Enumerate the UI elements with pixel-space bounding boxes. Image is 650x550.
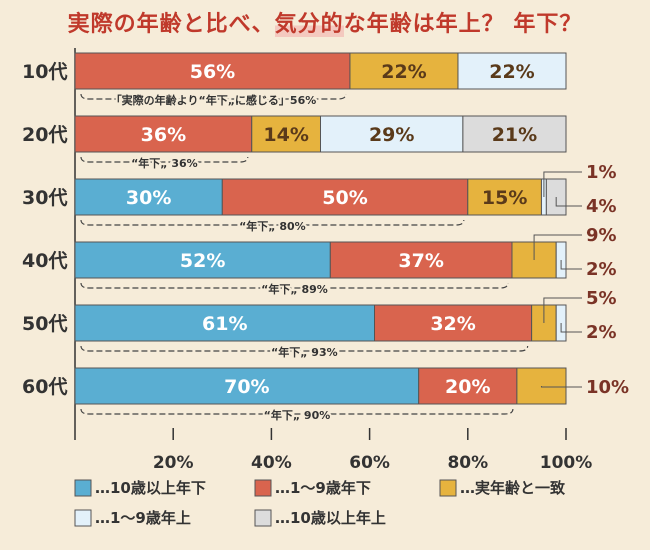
x-tick-label: 80% <box>447 453 488 473</box>
annotation-bracket <box>80 93 347 100</box>
annotation-bracket <box>80 156 249 163</box>
bar-segment <box>329 241 513 279</box>
data-label: 2% <box>586 259 617 280</box>
bar-segment <box>74 52 351 90</box>
data-label: 22% <box>489 61 534 83</box>
data-label: 70% <box>224 376 269 398</box>
category-label: 40代 <box>22 250 67 272</box>
bar-segment <box>74 367 420 405</box>
chart-title: 実際の年齢と比べ、気分的な年齢は年上？ 年下？ <box>0 6 650 38</box>
data-label: 52% <box>180 250 225 272</box>
annotation-text: “年下„ 89% <box>261 282 328 296</box>
annotation-bracket <box>80 408 514 415</box>
data-label: 22% <box>381 61 426 83</box>
annotation-text: “年下„ 90% <box>264 408 331 422</box>
x-tick-label: 20% <box>153 453 194 473</box>
category-label: 10代 <box>22 61 67 83</box>
data-label: 36% <box>141 124 186 146</box>
data-label: 14% <box>263 124 308 146</box>
data-label: 29% <box>369 124 414 146</box>
bar-segment <box>221 178 469 216</box>
x-tick-label: 60% <box>349 453 390 473</box>
x-tick-label: 100% <box>540 453 593 473</box>
leader-line <box>560 323 582 333</box>
bar-segment <box>74 304 376 342</box>
data-label: 56% <box>190 61 235 83</box>
data-label: 15% <box>482 187 527 209</box>
bar-segment <box>462 115 567 153</box>
annotation-bracket <box>80 345 529 352</box>
annotation-text: 「実際の年齢より“年下„に感じる」56% <box>111 93 317 107</box>
legend-label: …10歳以上年下 <box>95 479 206 497</box>
legend-label: …1〜9歳年下 <box>275 479 371 497</box>
data-label: 61% <box>202 313 247 335</box>
legend-swatch <box>74 509 92 527</box>
annotation-bracket <box>80 219 465 226</box>
data-label: 30% <box>126 187 171 209</box>
data-label: 21% <box>492 124 537 146</box>
leader-line <box>533 234 582 260</box>
bar-segment <box>74 178 223 216</box>
bar-segment <box>349 52 459 90</box>
legend-label: …10歳以上年上 <box>275 509 386 527</box>
data-label: 20% <box>445 376 490 398</box>
legend-swatch <box>439 479 457 497</box>
bar-segment <box>467 178 542 216</box>
category-label: 50代 <box>22 313 67 335</box>
category-label: 30代 <box>22 187 67 209</box>
data-label: 32% <box>430 313 475 335</box>
leader-line <box>543 297 582 323</box>
bar-segment <box>251 115 321 153</box>
data-label: 50% <box>322 187 367 209</box>
annotation-text: “年下„ 36% <box>131 156 198 170</box>
data-label: 9% <box>586 225 617 246</box>
bar-segment <box>374 304 533 342</box>
leader-line <box>555 197 582 207</box>
title-highlight: 気分的 <box>274 12 344 37</box>
leader-line <box>543 171 582 197</box>
data-label: 5% <box>586 288 617 309</box>
title-suffix: な年齢は年上？ 年下？ <box>343 12 583 37</box>
bar-segment <box>457 52 567 90</box>
leader-line <box>560 260 582 270</box>
legend-swatch <box>254 509 272 527</box>
data-label: 2% <box>586 322 617 343</box>
data-label: 37% <box>398 250 443 272</box>
data-label: 10% <box>586 377 629 398</box>
annotation-bracket <box>80 282 509 289</box>
x-tick-label: 40% <box>251 453 292 473</box>
leader-line <box>540 386 582 388</box>
data-label: 1% <box>586 162 617 183</box>
legend-swatch <box>254 479 272 497</box>
data-label: 4% <box>586 196 617 217</box>
category-label: 60代 <box>22 376 67 398</box>
title-prefix: 実際の年齢と比べ、 <box>67 12 275 37</box>
category-label: 20代 <box>22 124 67 146</box>
legend-label: …1〜9歳年上 <box>95 509 191 527</box>
legend-swatch <box>74 479 92 497</box>
bar-segment <box>320 115 464 153</box>
annotation-text: “年下„ 93% <box>271 345 338 359</box>
annotation-text: “年下„ 80% <box>239 219 306 233</box>
bar-segment <box>74 241 331 279</box>
legend-label: …実年齢と一致 <box>460 479 566 497</box>
